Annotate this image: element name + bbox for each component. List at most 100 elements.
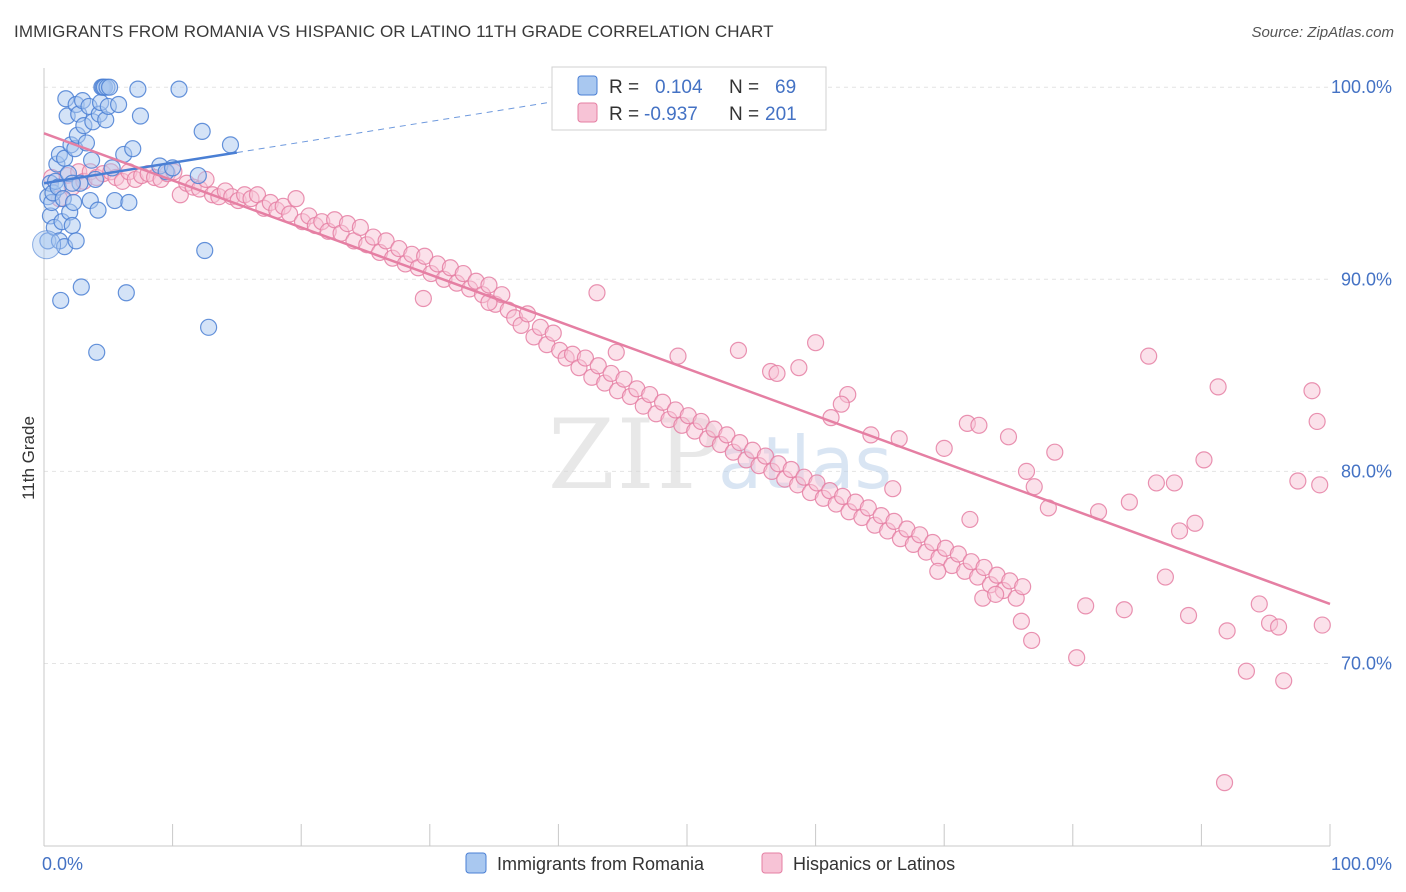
data-point	[196, 241, 214, 260]
x-tick-labels: 0.0% 100.0%	[42, 854, 1392, 874]
data-point	[377, 232, 395, 250]
data-point	[641, 385, 659, 404]
data-point	[1218, 622, 1236, 640]
stats-pink-swatch	[577, 102, 598, 123]
data-point	[1250, 595, 1268, 613]
y-tick-labels: 100.0% 90.0% 80.0% 70.0%	[1331, 77, 1392, 673]
data-point	[1014, 578, 1032, 596]
legend-pink-swatch	[761, 852, 783, 874]
series-immigrants-from-romania	[32, 78, 240, 361]
data-point	[72, 278, 90, 296]
y-tick-label: 90.0%	[1341, 269, 1392, 289]
data-point	[1179, 606, 1198, 625]
stats-blue-r-value: 0.104	[655, 77, 703, 98]
data-point	[588, 284, 606, 302]
data-point	[32, 230, 62, 260]
data-point	[1237, 662, 1256, 680]
data-point	[589, 357, 607, 375]
data-point	[52, 291, 70, 310]
data-point	[885, 512, 903, 530]
data-point	[1289, 472, 1307, 490]
data-point	[109, 95, 128, 114]
data-point	[129, 80, 147, 98]
legend-pink-label: Hispanics or Latinos	[793, 854, 955, 874]
data-point	[808, 474, 826, 492]
data-point	[782, 460, 800, 479]
data-point	[987, 585, 1005, 603]
data-point	[1012, 612, 1030, 630]
data-point	[768, 364, 786, 383]
data-point	[1215, 774, 1234, 792]
x-tick-marks	[43, 824, 1331, 846]
data-point	[414, 289, 432, 308]
data-point	[1120, 493, 1138, 511]
legend-blue-label: Immigrants from Romania	[497, 854, 705, 874]
data-point	[170, 80, 188, 98]
data-point	[1170, 522, 1189, 540]
data-point	[1195, 451, 1213, 469]
data-point	[1156, 568, 1174, 586]
data-point	[221, 136, 240, 154]
trend-line-blue-dashed	[236, 96, 585, 154]
data-point	[287, 190, 305, 208]
data-point	[1313, 616, 1331, 634]
data-point	[124, 140, 142, 158]
data-point	[1077, 597, 1095, 615]
stats-pink-r-value: -0.937	[644, 104, 698, 125]
data-point	[859, 499, 877, 517]
data-point	[911, 526, 929, 544]
stats-box-frame	[551, 66, 827, 131]
data-point	[935, 439, 953, 457]
chart-title: IMMIGRANTS FROM ROMANIA VS HISPANIC OR L…	[14, 22, 774, 41]
trend-lines	[43, 96, 1331, 606]
data-point	[832, 395, 850, 413]
data-point	[1269, 618, 1288, 636]
data-point	[82, 151, 101, 169]
data-point	[999, 428, 1018, 446]
data-point	[117, 284, 135, 302]
grid-lines	[44, 86, 1330, 665]
data-point	[454, 264, 472, 283]
y-tick-label: 80.0%	[1341, 461, 1392, 481]
data-point	[1186, 514, 1204, 532]
data-point	[1046, 443, 1064, 461]
data-point	[669, 347, 687, 365]
data-point	[416, 247, 434, 265]
data-point	[1140, 347, 1158, 365]
data-point	[1068, 649, 1086, 667]
data-point	[576, 349, 595, 367]
data-point	[1303, 382, 1321, 400]
data-point	[653, 393, 672, 411]
trend-line-pink	[43, 132, 1331, 606]
data-point	[67, 232, 85, 250]
data-point	[1017, 462, 1036, 481]
data-point	[193, 122, 211, 140]
data-point	[756, 447, 775, 465]
data-point	[64, 193, 83, 212]
data-point	[961, 510, 979, 529]
data-point	[1209, 378, 1227, 396]
legend-blue-swatch	[465, 852, 487, 874]
data-point	[131, 107, 150, 125]
data-point	[1147, 474, 1165, 492]
data-point	[729, 341, 748, 359]
stats-pink-n-label: N =	[729, 104, 759, 125]
source-label: Source: ZipAtlas.com	[1251, 24, 1394, 41]
x-tick-label: 100.0%	[1331, 854, 1392, 874]
data-point	[63, 216, 81, 235]
stats-blue-n-value: 69	[775, 77, 796, 98]
data-point	[975, 558, 993, 577]
data-point	[949, 545, 967, 563]
data-point	[607, 343, 625, 361]
data-point	[790, 359, 808, 377]
data-point	[351, 218, 369, 237]
data-point	[615, 370, 633, 388]
series-hispanics-or-latinos	[43, 163, 1331, 792]
stats-pink-r-label: R =	[609, 104, 639, 125]
y-tick-label: 100.0%	[1331, 77, 1392, 97]
data-point	[106, 191, 124, 210]
data-point	[1311, 476, 1329, 494]
data-point	[929, 562, 947, 580]
data-point	[189, 166, 207, 185]
